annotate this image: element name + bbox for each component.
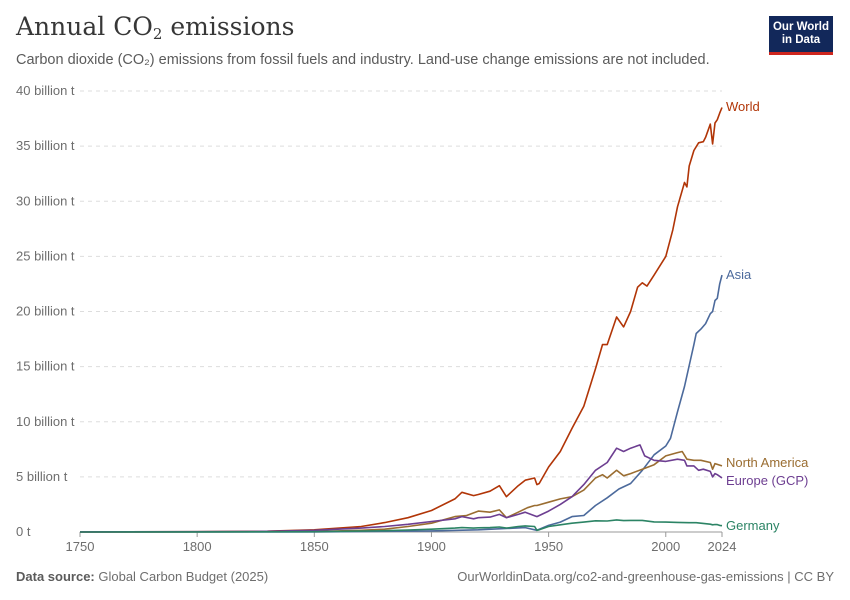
- x-tick-label: 2024: [708, 539, 737, 554]
- x-tick-label: 1850: [300, 539, 329, 554]
- owid-logo[interactable]: Our World in Data: [769, 16, 833, 55]
- source-url-link[interactable]: OurWorldinData.org/co2-and-greenhouse-ga…: [457, 569, 834, 584]
- series-label-asia: Asia: [726, 267, 752, 282]
- x-tick-label: 1800: [183, 539, 212, 554]
- logo-line-1: Our World: [772, 21, 829, 33]
- series-line-europe-gcp: [79, 444, 723, 533]
- series-label-north-america: North America: [726, 455, 809, 470]
- logo-line-2: in Data: [781, 34, 821, 46]
- chart-subtitle: Carbon dioxide (CO₂) emissions from foss…: [16, 52, 710, 68]
- series-label-germany: Germany: [726, 518, 780, 533]
- data-source: Data source: Global Carbon Budget (2025): [16, 569, 268, 584]
- series-line-asia: [79, 274, 723, 533]
- y-tick-label: 5 billion t: [16, 469, 68, 484]
- y-tick-label: 40 billion t: [16, 83, 75, 98]
- y-tick-label: 10 billion t: [16, 414, 75, 429]
- series-label-world: World: [726, 99, 760, 114]
- series-line-world: [79, 107, 723, 533]
- y-tick-label: 25 billion t: [16, 248, 75, 263]
- series-label-europe-gcp: Europe (GCP): [726, 473, 808, 488]
- y-tick-label: 15 billion t: [16, 359, 75, 374]
- x-tick-label: 1750: [66, 539, 95, 554]
- y-tick-label: 30 billion t: [16, 193, 75, 208]
- y-tick-label: 0 t: [16, 524, 31, 539]
- x-tick-label: 1900: [417, 539, 446, 554]
- chart-title: Annual CO2 emissions: [16, 12, 295, 43]
- data-source-value: Global Carbon Budget (2025): [94, 569, 269, 584]
- data-source-label: Data source:: [16, 569, 95, 584]
- series-line-north-america: [79, 450, 723, 533]
- x-tick-label: 2000: [651, 539, 680, 554]
- series-line-germany: [79, 519, 723, 533]
- x-tick-label: 1950: [534, 539, 563, 554]
- y-tick-label: 35 billion t: [16, 138, 75, 153]
- y-tick-label: 20 billion t: [16, 304, 75, 319]
